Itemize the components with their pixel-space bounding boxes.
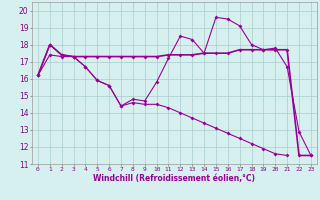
X-axis label: Windchill (Refroidissement éolien,°C): Windchill (Refroidissement éolien,°C) [93, 174, 255, 183]
